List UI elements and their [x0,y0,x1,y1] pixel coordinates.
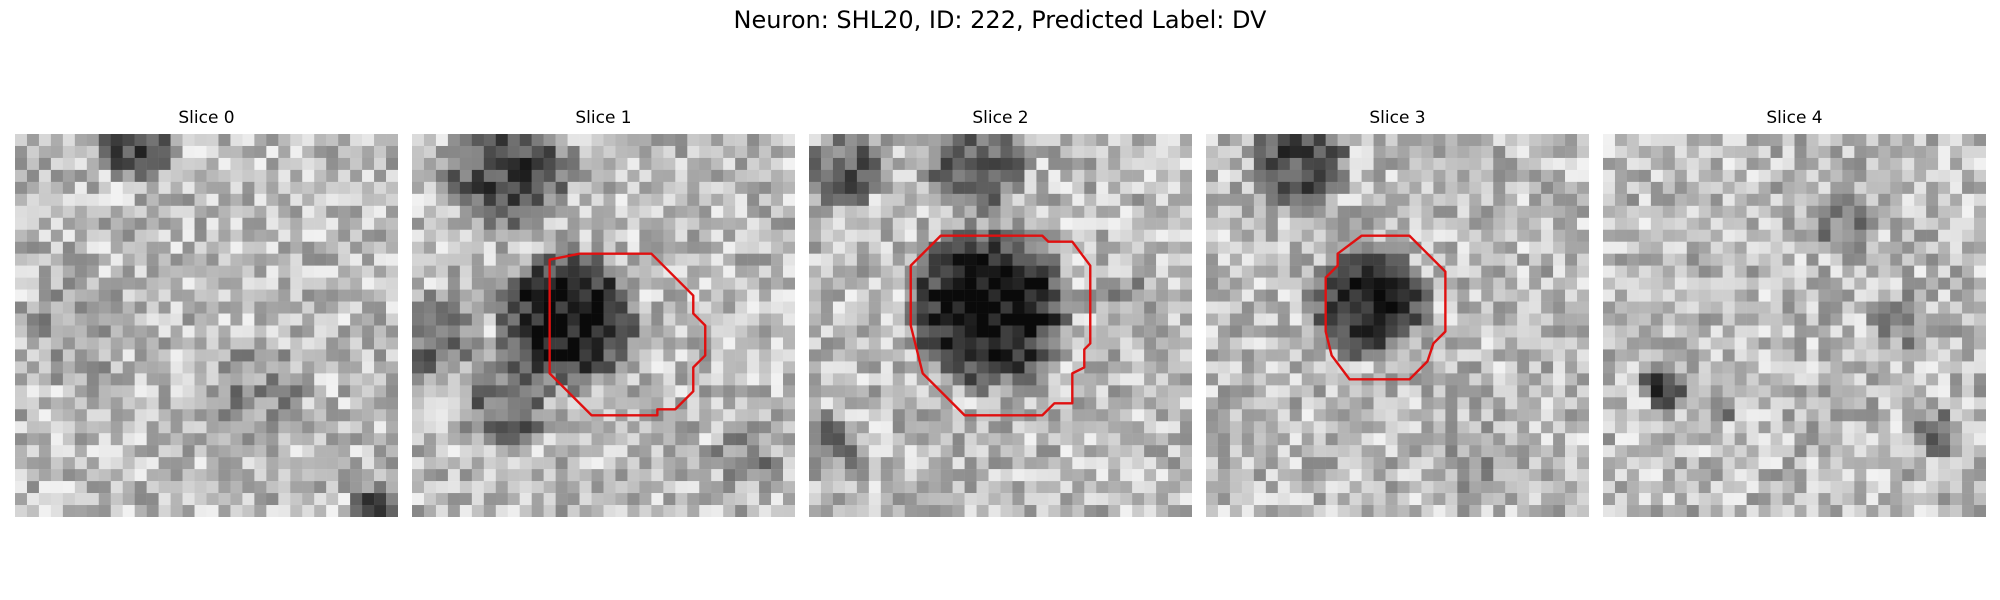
slice-4-image [1603,134,1986,517]
slice-3-image [1206,134,1589,517]
slice-2-image [809,134,1192,517]
slice-0-title: Slice 0 [178,108,235,128]
figure-title: Neuron: SHL20, ID: 222, Predicted Label:… [733,6,1267,34]
slice-3-title: Slice 3 [1369,108,1426,128]
slice-2-title: Slice 2 [972,108,1029,128]
slice-1-title: Slice 1 [575,108,632,128]
slice-0-image [15,134,398,517]
slice-1-outline [548,252,707,417]
slice-3-outline [1324,234,1447,381]
slice-4-title: Slice 4 [1766,108,1823,128]
slice-2-outline [909,234,1092,417]
slice-1-image [412,134,795,517]
